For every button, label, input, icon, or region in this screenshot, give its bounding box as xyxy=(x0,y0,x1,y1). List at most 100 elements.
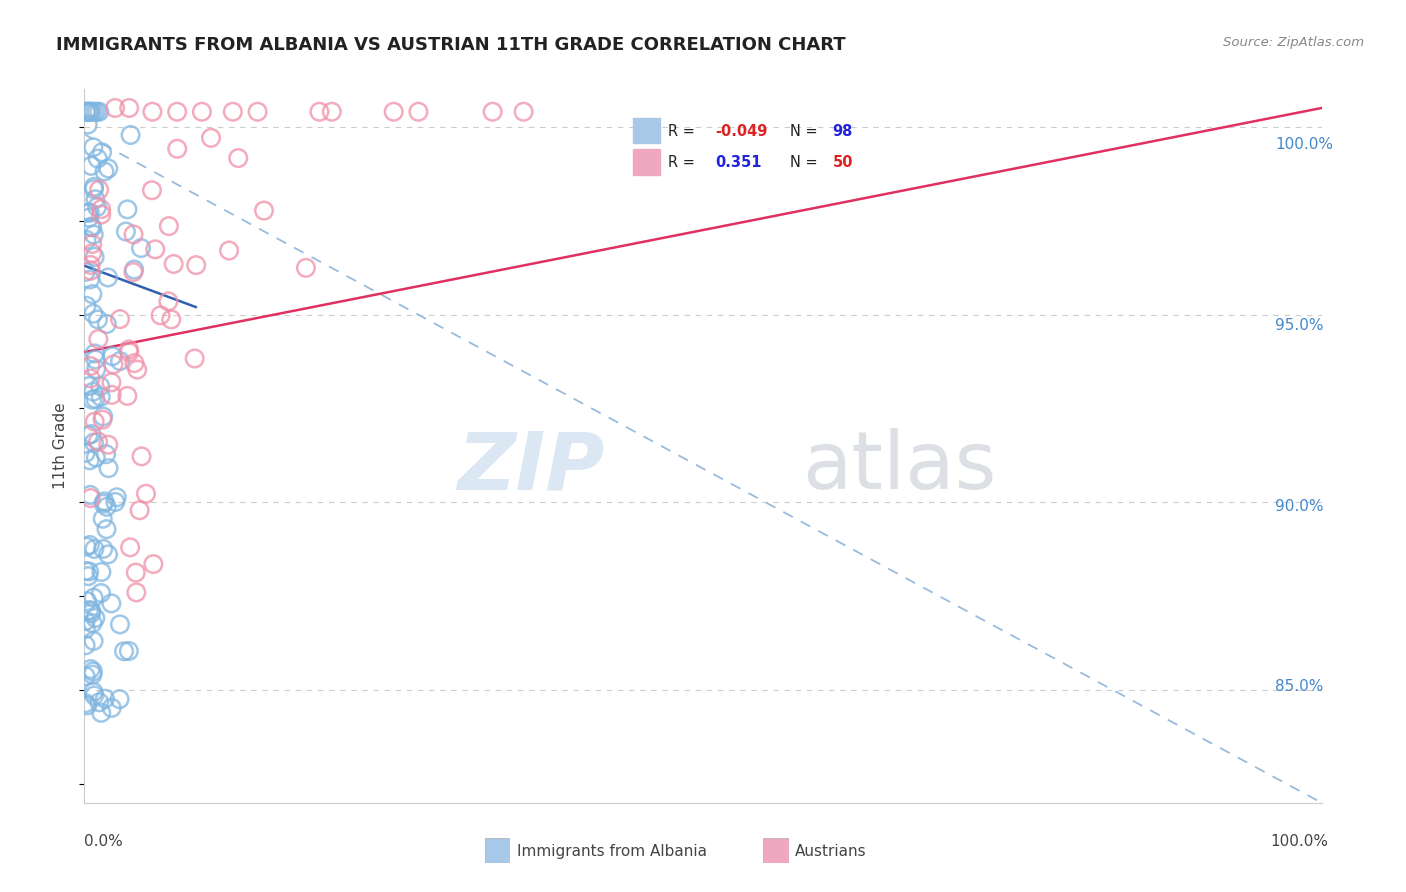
FancyBboxPatch shape xyxy=(633,150,659,175)
Point xyxy=(166,276,188,290)
Point xyxy=(204,640,226,655)
Point xyxy=(191,118,214,132)
Point xyxy=(170,121,193,136)
Point xyxy=(170,493,193,508)
Point xyxy=(170,602,193,616)
Point xyxy=(190,357,212,371)
Point xyxy=(179,396,201,410)
Text: atlas: atlas xyxy=(807,432,1002,510)
Point xyxy=(174,360,197,375)
Point xyxy=(195,361,218,376)
Point xyxy=(208,240,231,254)
Point xyxy=(166,690,188,705)
Point xyxy=(174,369,197,384)
Point xyxy=(299,166,322,180)
Point xyxy=(239,232,262,246)
Point xyxy=(167,121,190,136)
Point xyxy=(243,268,266,283)
Point xyxy=(382,121,405,136)
Point xyxy=(172,297,194,311)
Point xyxy=(177,439,200,453)
Point xyxy=(173,420,195,434)
Point xyxy=(181,499,204,513)
Point xyxy=(224,197,246,211)
Point xyxy=(174,206,197,220)
Point xyxy=(166,450,188,464)
Point xyxy=(180,565,202,579)
Text: R =: R = xyxy=(668,124,699,138)
Point xyxy=(263,269,285,284)
Point xyxy=(186,465,208,479)
Point xyxy=(166,121,188,136)
Point xyxy=(170,432,193,446)
Point xyxy=(209,566,232,580)
Point xyxy=(169,457,191,471)
Point xyxy=(323,217,346,231)
Point xyxy=(172,249,194,263)
Point xyxy=(172,121,194,136)
Point xyxy=(177,196,200,211)
Point xyxy=(183,179,205,194)
Text: Source: ZipAtlas.com: Source: ZipAtlas.com xyxy=(1223,36,1364,49)
Point xyxy=(174,609,197,624)
Point xyxy=(183,687,205,701)
Point xyxy=(215,453,238,467)
Text: -0.049: -0.049 xyxy=(716,124,768,138)
Point xyxy=(173,261,195,276)
Point xyxy=(180,220,202,235)
Point xyxy=(184,502,207,516)
Point xyxy=(176,121,198,136)
Point xyxy=(437,121,460,136)
Point xyxy=(225,121,247,136)
Point xyxy=(179,386,201,401)
Text: 0.351: 0.351 xyxy=(716,155,762,170)
Point xyxy=(173,590,195,604)
Point xyxy=(226,254,249,268)
Point xyxy=(173,194,195,208)
Point xyxy=(204,118,226,132)
Text: IMMIGRANTS FROM ALBANIA VS AUSTRIAN 11TH GRADE CORRELATION CHART: IMMIGRANTS FROM ALBANIA VS AUSTRIAN 11TH… xyxy=(56,36,846,54)
Point xyxy=(184,451,207,466)
Point xyxy=(177,321,200,335)
Point xyxy=(173,240,195,254)
Point xyxy=(195,687,218,701)
Point xyxy=(214,505,236,519)
Point xyxy=(172,233,194,247)
Text: N =: N = xyxy=(790,155,823,170)
Point xyxy=(360,272,382,286)
Point xyxy=(166,619,188,633)
Point xyxy=(214,252,236,267)
Point xyxy=(318,121,340,136)
Point xyxy=(211,370,233,384)
Point xyxy=(170,283,193,297)
Point xyxy=(208,276,231,290)
Point xyxy=(186,442,208,457)
Point xyxy=(188,696,211,710)
Text: Austrians: Austrians xyxy=(794,845,866,859)
Point xyxy=(179,585,201,599)
Point xyxy=(181,415,204,429)
Point xyxy=(173,121,195,136)
Point xyxy=(551,121,574,136)
Point xyxy=(177,341,200,355)
Point xyxy=(184,524,207,538)
Point xyxy=(201,237,224,252)
Point xyxy=(232,318,254,332)
Point xyxy=(204,351,226,365)
Text: 50: 50 xyxy=(832,155,853,170)
Point xyxy=(167,433,190,447)
Point xyxy=(195,615,218,629)
Point xyxy=(193,492,215,507)
Point xyxy=(170,275,193,289)
Point xyxy=(170,604,193,618)
Point xyxy=(188,595,211,609)
Point xyxy=(180,418,202,433)
Point xyxy=(208,274,231,288)
Point xyxy=(180,700,202,714)
Point xyxy=(186,548,208,562)
Point xyxy=(166,612,188,626)
FancyBboxPatch shape xyxy=(633,118,659,144)
Point xyxy=(167,121,190,136)
Point xyxy=(167,693,190,707)
Point xyxy=(170,378,193,392)
